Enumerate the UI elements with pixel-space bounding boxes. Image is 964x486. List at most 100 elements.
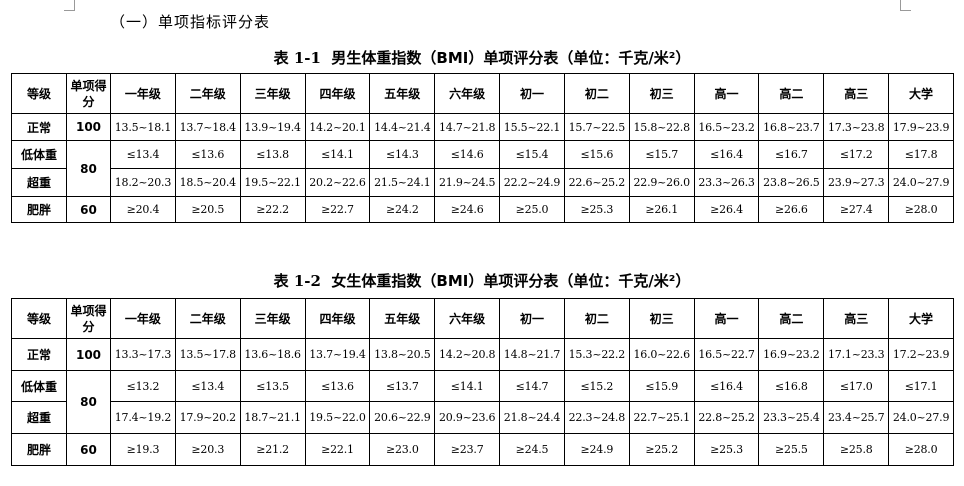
header-year: 初一 [499, 73, 565, 114]
header-year: 初二 [563, 298, 630, 339]
bmi-range-cell: 16.5~23.2 [693, 113, 760, 141]
score-value: 60 [66, 433, 111, 466]
header-year: 二年级 [174, 298, 241, 339]
bmi-range-cell: 20.9~23.6 [434, 401, 501, 434]
score-value: 80 [66, 140, 111, 197]
bmi-range-cell: ≤17.2 [823, 140, 890, 169]
bmi-range-cell: ≤14.1 [434, 370, 501, 402]
crop-mark-right [900, 0, 911, 11]
header-year: 六年级 [434, 298, 501, 339]
header-score: 单项得分 [66, 73, 111, 114]
header-year: 高二 [758, 73, 825, 114]
bmi-range-cell: ≤13.4 [174, 370, 241, 402]
crop-mark-left [64, 0, 75, 11]
grade-label: 超重 [11, 168, 67, 197]
table-title-female: 表 1-2 女生体重指数（BMI）单项评分表（单位：千克/米²） [0, 270, 964, 291]
bmi-range-cell: 18.7~21.1 [239, 401, 306, 434]
header-year: 一年级 [110, 298, 176, 339]
bmi-range-cell: 19.5~22.0 [304, 401, 371, 434]
header-year: 初三 [628, 73, 695, 114]
bmi-range-cell: 13.7~19.4 [304, 338, 371, 371]
header-year: 二年级 [174, 73, 241, 114]
row-normal: 正常 100 13.5~18.1 13.7~18.4 13.9~19.4 14.2~20.… [11, 113, 954, 141]
bmi-range-cell: ≥24.2 [369, 196, 436, 223]
bmi-range-cell: 21.8~24.4 [499, 401, 565, 434]
bmi-range-cell: ≥23.7 [434, 433, 501, 466]
bmi-range-cell: 14.8~21.7 [499, 338, 565, 371]
grade-label: 低体重 [11, 140, 67, 169]
bmi-range-cell: ≤13.6 [304, 370, 371, 402]
bmi-range-cell: ≤15.4 [499, 140, 565, 169]
bmi-range-cell: ≤13.6 [174, 140, 241, 169]
header-year: 四年级 [304, 73, 371, 114]
header-year: 高一 [693, 298, 760, 339]
bmi-range-cell: ≥22.7 [304, 196, 371, 223]
grade-label: 肥胖 [11, 196, 67, 223]
bmi-range-cell: ≥23.0 [369, 433, 436, 466]
bmi-range-cell: ≥20.4 [110, 196, 176, 223]
header-score: 单项得分 [66, 298, 111, 339]
bmi-range-cell: 13.6~18.6 [239, 338, 306, 371]
bmi-range-cell: ≤13.7 [369, 370, 436, 402]
header-year: 高三 [823, 73, 890, 114]
bmi-range-cell: ≥28.0 [888, 433, 954, 466]
bmi-range-cell: 17.9~23.9 [888, 113, 954, 141]
bmi-range-cell: ≥25.5 [758, 433, 825, 466]
bmi-range-cell: 14.2~20.1 [304, 113, 371, 141]
bmi-range-cell: 17.3~23.8 [823, 113, 890, 141]
bmi-range-cell: ≥25.2 [628, 433, 695, 466]
bmi-range-cell: 24.0~27.9 [888, 401, 954, 434]
grade-label: 正常 [11, 113, 67, 141]
bmi-range-cell: 15.8~22.8 [628, 113, 695, 141]
section-heading: （一）单项指标评分表 [110, 13, 271, 31]
bmi-range-cell: ≤14.7 [499, 370, 565, 402]
header-year: 三年级 [239, 298, 306, 339]
bmi-range-cell: 22.2~24.9 [499, 168, 565, 197]
bmi-range-cell: ≥20.3 [174, 433, 241, 466]
bmi-range-cell: 23.3~26.3 [693, 168, 760, 197]
bmi-range-cell: ≥26.1 [628, 196, 695, 223]
header-year: 初一 [499, 298, 565, 339]
bmi-range-cell: 22.7~25.1 [628, 401, 695, 434]
score-value: 100 [66, 113, 111, 141]
score-value: 100 [66, 338, 111, 371]
header-grade: 等级 [11, 73, 67, 114]
bmi-range-cell: ≤13.2 [110, 370, 176, 402]
bmi-range-cell: 14.4~21.4 [369, 113, 436, 141]
bmi-range-cell: 16.9~23.2 [758, 338, 825, 371]
bmi-range-cell: 17.1~23.3 [823, 338, 890, 371]
header-grade: 等级 [11, 298, 67, 339]
bmi-range-cell: 14.7~21.8 [434, 113, 501, 141]
grade-label: 肥胖 [11, 433, 67, 466]
bmi-range-cell: 15.3~22.2 [563, 338, 630, 371]
bmi-range-cell: ≤16.8 [758, 370, 825, 402]
bmi-range-cell: 13.8~20.5 [369, 338, 436, 371]
bmi-range-cell: 22.9~26.0 [628, 168, 695, 197]
bmi-range-cell: 22.8~25.2 [693, 401, 760, 434]
bmi-range-cell: ≤13.4 [110, 140, 176, 169]
bmi-range-cell: 17.9~20.2 [174, 401, 241, 434]
bmi-range-cell: 13.5~18.1 [110, 113, 176, 141]
bmi-range-cell: ≤14.6 [434, 140, 501, 169]
bmi-range-cell: ≤17.8 [888, 140, 954, 169]
row-obese: 肥胖 60 ≥20.4 ≥20.5 ≥22.2 ≥22.7 ≥24.2 ≥24.6 ≥25.0 ≥… [11, 196, 954, 223]
bmi-range-cell: ≥26.4 [693, 196, 760, 223]
row-overweight: 超重 18.2~20.3 18.5~20.4 19.5~22.1 20.2~22.6 21… [11, 168, 954, 197]
bmi-range-cell: 13.9~19.4 [239, 113, 306, 141]
header-year: 高三 [823, 298, 890, 339]
score-value: 60 [66, 196, 111, 223]
row-overweight: 超重 17.4~19.2 17.9~20.2 18.7~21.1 19.5~22.0 20… [11, 401, 954, 434]
grade-label: 超重 [11, 401, 67, 434]
header-year: 一年级 [110, 73, 176, 114]
bmi-range-cell: 16.5~22.7 [693, 338, 760, 371]
table-number: 表 1-1 [273, 49, 321, 67]
header-year: 大学 [888, 73, 954, 114]
bmi-range-cell: 23.4~25.7 [823, 401, 890, 434]
header-year: 五年级 [369, 298, 436, 339]
bmi-range-cell: 18.2~20.3 [110, 168, 176, 197]
bmi-range-cell: 20.6~22.9 [369, 401, 436, 434]
grade-label: 正常 [11, 338, 67, 371]
bmi-range-cell: ≤15.6 [563, 140, 630, 169]
header-year: 大学 [888, 298, 954, 339]
bmi-range-cell: ≤16.4 [693, 140, 760, 169]
